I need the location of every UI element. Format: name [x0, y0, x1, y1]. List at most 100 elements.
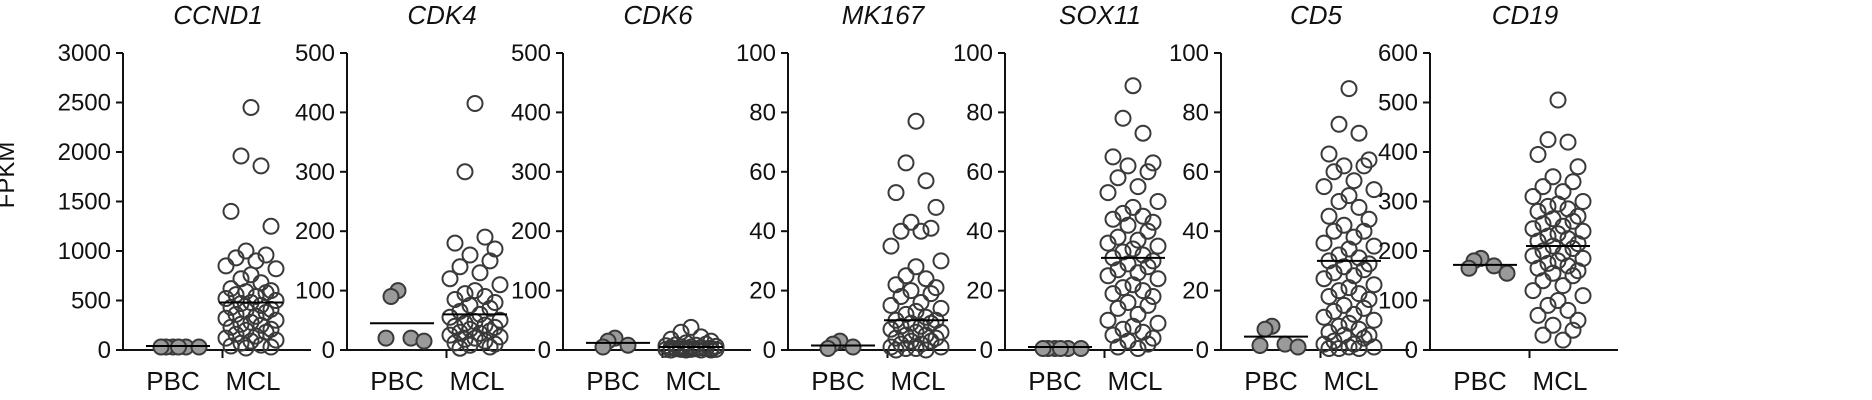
data-point	[917, 341, 935, 359]
data-point	[1569, 235, 1587, 253]
data-point	[222, 202, 240, 220]
data-point	[882, 296, 900, 314]
data-point	[471, 264, 489, 282]
series-mcl	[657, 318, 725, 359]
data-point	[1498, 264, 1516, 282]
data-point	[262, 338, 280, 356]
data-point	[892, 288, 910, 305]
data-point	[217, 309, 235, 327]
data-point	[897, 267, 915, 285]
series-mcl	[1524, 91, 1592, 349]
data-point	[491, 276, 509, 294]
data-point	[619, 336, 637, 354]
y-tick-label: 3000	[58, 40, 111, 67]
data-point	[1485, 257, 1503, 275]
data-point	[1365, 237, 1383, 255]
data-point	[1559, 133, 1577, 151]
data-point	[907, 258, 925, 276]
y-tick-label: 60	[966, 159, 993, 186]
data-point	[1554, 277, 1572, 295]
data-point	[1144, 154, 1162, 172]
data-point	[1325, 222, 1343, 240]
data-point	[1360, 151, 1378, 169]
data-point	[1139, 296, 1157, 314]
data-point	[466, 95, 484, 112]
panel-title: CDK6	[623, 0, 693, 30]
x-tick-label-mcl: MCL	[891, 366, 946, 396]
data-point	[1330, 282, 1348, 300]
panel-cd19: CD19 0 100 200 300 400 500 600 PBC MCL	[1378, 0, 1618, 396]
panel-title: SOX11	[1059, 0, 1141, 30]
series-mcl	[217, 99, 285, 357]
x-tick-label-pbc: PBC	[370, 366, 423, 396]
data-point	[1052, 340, 1069, 357]
data-point	[257, 246, 275, 264]
data-point	[927, 198, 945, 216]
data-point	[907, 112, 925, 130]
data-point	[927, 279, 945, 297]
data-point	[1549, 91, 1567, 109]
data-point	[1559, 301, 1577, 319]
data-point	[1129, 231, 1147, 249]
data-point	[1149, 193, 1167, 210]
data-point	[1144, 288, 1162, 305]
data-point	[912, 317, 930, 335]
y-tick-label: 500	[71, 288, 111, 315]
data-point	[1144, 213, 1162, 231]
x-tick-label-pbc: PBC	[146, 366, 199, 396]
data-point	[1139, 335, 1157, 353]
y-tick-label: 200	[511, 218, 551, 245]
y-tick-label: 80	[966, 99, 993, 126]
y-tick-label: 0	[980, 337, 993, 364]
data-point	[232, 315, 250, 333]
data-point	[1529, 146, 1547, 163]
data-point	[1534, 272, 1552, 290]
data-point	[267, 260, 285, 278]
data-point	[1144, 329, 1162, 347]
data-point	[1149, 270, 1167, 288]
data-point	[917, 172, 935, 190]
x-tick-label-pbc: PBC	[1028, 366, 1081, 396]
series-pbc	[586, 329, 650, 356]
data-point	[461, 296, 479, 314]
data-point	[1099, 311, 1117, 329]
data-point	[1569, 262, 1587, 280]
y-tick-label: 2000	[58, 139, 111, 166]
data-point	[819, 340, 837, 357]
data-point	[247, 327, 265, 345]
data-point	[1330, 193, 1348, 210]
x-tick-label-mcl: MCL	[666, 366, 721, 396]
series-pbc	[1028, 340, 1092, 357]
data-point	[1534, 178, 1552, 196]
data-point	[461, 336, 479, 354]
panel-title: CD5	[1290, 0, 1343, 30]
data-point	[1139, 222, 1157, 240]
y-axis-label: FPKM	[0, 142, 20, 209]
data-point	[237, 339, 255, 357]
y-tick-label: 300	[511, 159, 551, 186]
data-point	[377, 329, 395, 347]
data-point	[1325, 264, 1343, 282]
y-tick-label: 300	[1378, 189, 1418, 216]
data-point	[1569, 311, 1587, 329]
data-point	[1539, 227, 1557, 245]
y-tick-label: 0	[322, 337, 335, 364]
data-point	[1355, 222, 1373, 240]
data-point	[1564, 240, 1582, 257]
data-point	[486, 318, 504, 336]
data-point	[1569, 158, 1587, 176]
data-point	[1256, 320, 1274, 338]
data-point	[902, 282, 920, 300]
panel-ccnd1: CCND1 0 500 1000 1500 2000 2500 3000 PBC MCL	[58, 0, 311, 396]
y-tick-label: 80	[1182, 99, 1209, 126]
panel-mk167: MK167 0 20 40 60 80 100 PBC MCL	[736, 0, 976, 396]
y-tick-label: 60	[1182, 159, 1209, 186]
data-point	[1251, 337, 1269, 354]
data-point	[1529, 306, 1547, 324]
data-point	[1355, 261, 1373, 279]
data-point	[1129, 340, 1147, 357]
data-point	[677, 341, 695, 359]
data-point	[1345, 305, 1363, 323]
